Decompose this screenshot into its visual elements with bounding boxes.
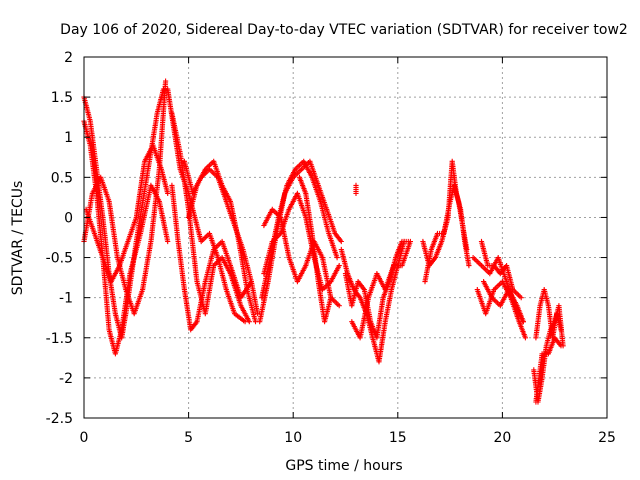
y-tick-label: 0	[64, 210, 73, 226]
x-tick-label: 0	[80, 430, 89, 446]
y-tick-label: -2	[59, 371, 73, 387]
x-tick-label: 25	[598, 430, 616, 446]
data-markers	[81, 78, 566, 405]
x-tick-label: 20	[493, 430, 511, 446]
y-tick-label: -2.5	[46, 411, 73, 427]
data-point-marker	[336, 303, 342, 309]
y-tick-label: -0.5	[46, 251, 73, 267]
data-point-marker	[165, 238, 171, 245]
data-point-marker	[246, 319, 252, 325]
y-tick-label: 0.5	[51, 170, 73, 186]
y-tick-label: 2	[64, 50, 73, 66]
y-tick-label: 1	[64, 130, 73, 146]
data-point-marker	[338, 238, 344, 245]
data-point-marker	[255, 311, 261, 317]
y-axis-label: SDTVAR / TECUs	[10, 181, 26, 296]
data-point-marker	[163, 78, 169, 84]
data-point-marker	[334, 255, 340, 261]
data-point-marker	[328, 295, 334, 301]
y-tick-label: -1	[59, 291, 73, 307]
y-tick-label: 1.5	[51, 90, 73, 106]
data-point-marker	[336, 263, 342, 269]
chart-title: Day 106 of 2020, Sidereal Day-to-day VTE…	[60, 22, 628, 38]
grid	[84, 57, 607, 418]
x-axis-label: GPS time / hours	[285, 458, 402, 474]
axes: 0 5 10 15 20 25 2 1.5 1 0.5 0 -0.5 -1 -1.5 -2 -2.5	[46, 50, 616, 446]
x-tick-label: 15	[389, 430, 407, 446]
data-point-marker	[165, 190, 171, 196]
x-tick-label: 10	[284, 430, 302, 446]
x-tick-label: 5	[184, 430, 193, 446]
y-tick-label: -1.5	[46, 331, 73, 347]
